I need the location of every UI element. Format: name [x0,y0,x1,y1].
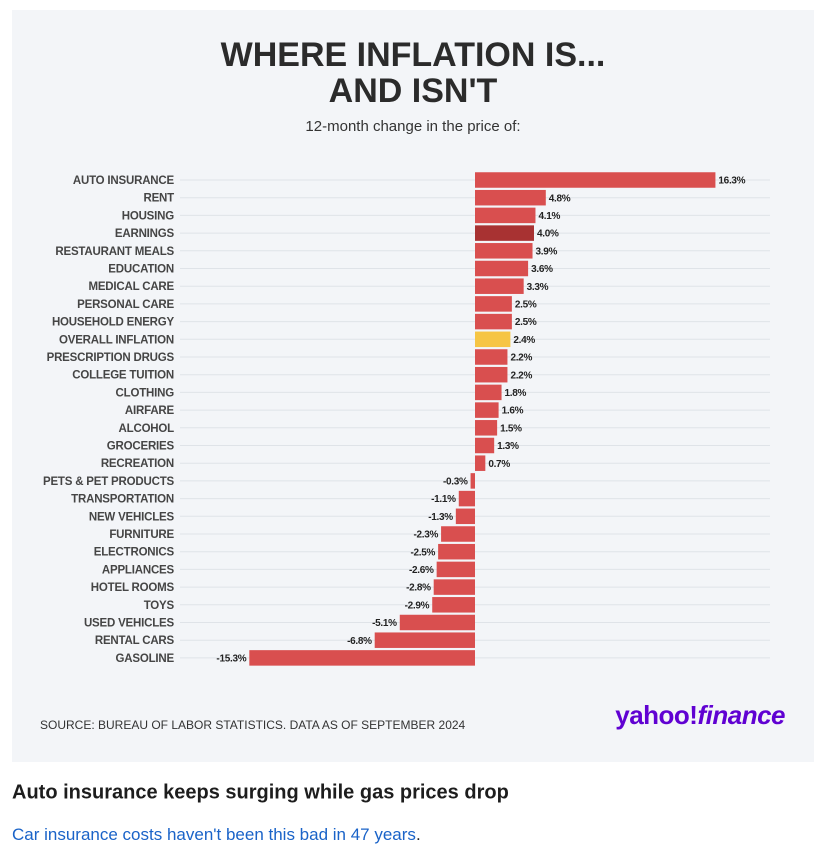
bar [475,172,716,188]
category-label: TRANSPORTATION [71,494,174,506]
category-label: AIRFARE [125,405,175,417]
value-label: 4.0% [537,229,559,240]
category-label: ELECTRONICS [94,547,175,559]
category-label: COLLEGE TUITION [72,370,174,382]
chart-title: AND ISN'T [329,72,498,110]
value-label: -5.1% [372,618,397,629]
caption-link[interactable]: Car insurance costs haven't been this ba… [12,825,416,844]
source: SOURCE: BUREAU OF LABOR STATISTICS. DATA… [40,718,466,732]
bar [475,225,534,241]
bar [475,437,495,454]
category-label: NEW VEHICLES [89,511,175,523]
value-label: 16.3% [718,176,745,187]
bar [475,207,536,224]
bar [475,455,486,471]
category-label: HOUSING [122,210,175,222]
value-label: 2.2% [510,353,532,364]
category-label: APPLIANCES [102,564,175,576]
category-label: EARNINGS [115,228,175,240]
value-label: 1.6% [502,406,524,417]
category-label: HOUSEHOLD ENERGY [52,317,175,329]
value-label: -2.9% [405,600,430,611]
value-label: -1.3% [428,512,453,523]
value-label: 1.5% [500,423,522,434]
category-label: TOYS [144,600,175,612]
logo: yahoo!finance [615,700,785,730]
bar [249,650,475,666]
logo-product: finance [697,700,785,730]
bar [399,614,475,631]
category-label: RENT [143,193,174,205]
value-label: 1.8% [505,388,527,399]
category-label: RENTAL CARS [95,635,175,647]
value-label: -0.3% [443,477,468,488]
value-label: 1.3% [497,441,519,452]
value-label: -2.3% [413,530,438,541]
bar [475,402,499,418]
category-label: EDUCATION [108,264,174,276]
value-label: 2.5% [515,300,537,311]
plot: AUTO INSURANCE 16.3% RENT 4.8% HOUSING 4.1% EA… [43,172,770,666]
value-label: -1.1% [431,494,456,505]
value-label: 2.2% [510,370,532,381]
bar [458,490,475,507]
category-label: AUTO INSURANCE [73,175,175,187]
bar [475,260,529,277]
value-label: -2.5% [411,547,436,558]
caption-trailing: . [416,825,421,844]
category-label: PETS & PET PRODUCTS [43,476,175,488]
bar [475,296,512,312]
caption-headline: Auto insurance keeps surging while gas p… [12,781,509,803]
caption-line: Car insurance costs haven't been this ba… [12,825,421,844]
value-label: 2.5% [515,317,537,328]
category-label: PRESCRIPTION DRUGS [47,352,175,364]
category-label: MEDICAL CARE [88,281,174,293]
category-label: USED VEHICLES [84,618,175,630]
value-label: 4.1% [538,211,560,222]
category-label: OVERALL INFLATION [59,334,174,346]
bar [475,420,498,436]
value-label: 0.7% [488,459,510,470]
value-label: -2.8% [406,583,431,594]
category-label: GROCERIES [107,441,175,453]
bar [455,508,475,525]
value-label: -15.3% [216,654,246,665]
category-label: PERSONAL CARE [77,299,174,311]
bar [475,366,508,383]
category-label: ALCOHOL [119,423,175,435]
category-label: GASOLINE [116,653,175,665]
bar [475,384,502,401]
bar [436,561,475,578]
bar [374,632,475,648]
value-label: 2.4% [513,335,535,346]
category-label: HOTEL ROOMS [91,582,175,594]
category-label: CLOTHING [116,387,175,399]
bar [438,543,475,560]
value-label: 4.8% [549,193,571,204]
chart-title: WHERE INFLATION IS... [221,36,606,74]
bar [470,473,475,489]
bar [475,189,546,206]
value-label: 3.3% [527,282,549,293]
category-label: RECREATION [101,458,174,470]
bar [433,579,475,595]
bar [475,313,512,330]
logo-brand: yahoo! [615,700,697,730]
bar [475,349,508,365]
value-label: -2.6% [409,565,434,576]
value-label: -6.8% [347,636,372,647]
chart-subtitle: 12-month change in the price of: [305,118,520,135]
bar [475,278,524,294]
category-label: RESTAURANT MEALS [55,246,174,258]
bar [475,331,511,348]
bar [432,597,475,613]
category-label: FURNITURE [109,529,174,541]
bar [441,526,475,542]
value-label: 3.6% [531,264,553,275]
bar [475,243,533,259]
value-label: 3.9% [536,246,558,257]
